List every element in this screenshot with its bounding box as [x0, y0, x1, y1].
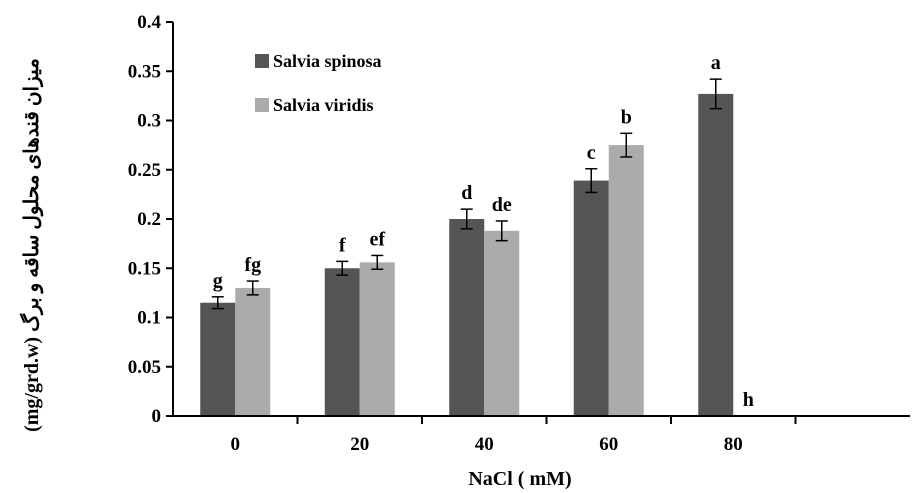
bar	[449, 219, 485, 416]
significance-label: fg	[244, 254, 261, 276]
legend-swatch-salvia-spinosa	[255, 54, 269, 68]
significance-label: h	[743, 389, 754, 411]
y-tick-label: 0	[152, 406, 162, 427]
y-tick-label: 0.4	[137, 12, 161, 33]
y-tick-label: 0.1	[137, 308, 161, 329]
significance-label: g	[213, 270, 223, 292]
bars	[200, 78, 734, 416]
y-axis-ticks: 0 0.05 0.1 0.15 0.2 0.25 0.3 0.35 0.4	[128, 12, 173, 427]
significance-label: f	[339, 234, 346, 256]
legend: Salvia spinosa Salvia viridis	[255, 51, 382, 115]
x-tick-label: 20	[350, 434, 369, 455]
x-tick-label: 80	[724, 434, 743, 455]
x-tick-label: 60	[599, 434, 618, 455]
bar	[484, 230, 520, 416]
x-axis-ticks: 0 20 40 60 80	[231, 416, 797, 455]
y-tick-label: 0.35	[128, 61, 161, 82]
bar	[608, 145, 644, 416]
significance-label: b	[621, 106, 632, 128]
bar	[359, 262, 395, 416]
y-tick-label: 0.15	[128, 258, 161, 279]
bar	[324, 268, 360, 416]
y-tick-label: 0.05	[128, 357, 161, 378]
y-tick-label: 0.2	[137, 209, 161, 230]
significance-label: de	[492, 194, 512, 216]
x-tick-label: 0	[231, 434, 241, 455]
legend-label-salvia-viridis: Salvia viridis	[273, 95, 374, 115]
bar	[573, 180, 609, 416]
legend-label-salvia-spinosa: Salvia spinosa	[273, 51, 382, 71]
legend-swatch-salvia-viridis	[255, 98, 269, 112]
bar	[698, 93, 734, 416]
bar	[235, 287, 271, 416]
y-tick-label: 0.3	[137, 111, 161, 132]
x-axis-title: NaCl ( mM)	[468, 468, 571, 490]
bar	[200, 302, 236, 416]
x-tick-label: 40	[475, 434, 494, 455]
y-axis-title: (mg/grd.w) میزان قندهای محلول ساقه و برگ	[19, 58, 44, 432]
significance-label: d	[461, 182, 472, 204]
significance-label: c	[587, 142, 596, 164]
significance-label: a	[711, 52, 721, 74]
significance-labels: g f d c a fg ef de b h	[213, 52, 754, 411]
y-tick-label: 0.25	[128, 160, 161, 181]
significance-label: ef	[369, 228, 385, 250]
